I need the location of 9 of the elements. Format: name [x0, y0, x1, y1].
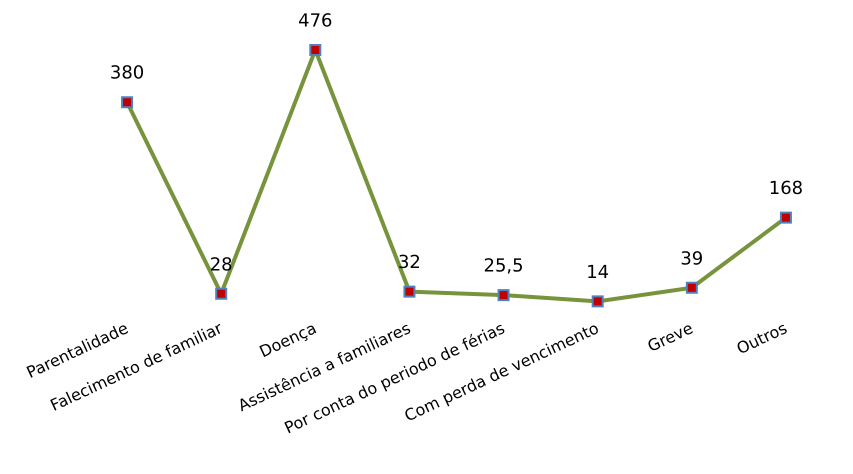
data-label: 14 [586, 262, 610, 283]
data-label: 32 [398, 252, 421, 274]
data-label: 25,5 [484, 256, 524, 277]
data-label: 476 [298, 10, 332, 32]
x-tick-label: Greve [644, 318, 696, 356]
data-label: 39 [680, 248, 704, 270]
data-label: 28 [210, 254, 233, 276]
data-label: 168 [768, 178, 804, 200]
data-label: 380 [110, 62, 144, 84]
